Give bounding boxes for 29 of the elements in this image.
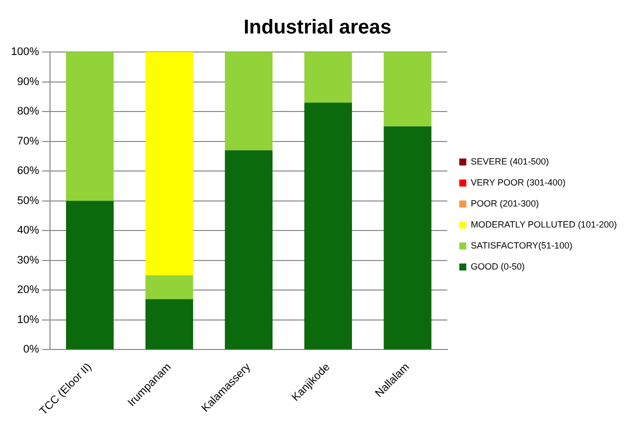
bar bbox=[384, 126, 432, 350]
bar bbox=[66, 200, 114, 350]
y-tick-label: 30% bbox=[17, 254, 40, 266]
y-tick-label: 90% bbox=[17, 76, 40, 88]
chart-title: Industrial areas bbox=[244, 16, 392, 39]
y-tick-label: 0% bbox=[23, 344, 40, 356]
y-tick-label: 10% bbox=[17, 314, 40, 326]
bar bbox=[145, 52, 194, 276]
legend-label: GOOD (0-50) bbox=[470, 261, 525, 272]
bar bbox=[66, 52, 114, 201]
y-tick-label: 70% bbox=[17, 135, 40, 148]
bar bbox=[145, 299, 194, 350]
bar bbox=[304, 52, 352, 103]
y-tick-label: 100% bbox=[10, 46, 40, 58]
legend-label: SATISFACTORY(51-100) bbox=[470, 240, 572, 250]
y-tick-label: 20% bbox=[17, 284, 40, 296]
legend-label: MODERATLY POLLUTED (101-200) bbox=[470, 219, 617, 230]
bar bbox=[224, 150, 273, 350]
bar bbox=[384, 52, 432, 126]
y-tick-label: 40% bbox=[17, 224, 40, 237]
legend-label: SEVERE (401-500) bbox=[470, 156, 549, 166]
legend-label: POOR (201-300) bbox=[470, 198, 539, 208]
legend-label: VERY POOR (301-400) bbox=[470, 177, 566, 188]
bar bbox=[145, 275, 194, 300]
y-tick-label: 80% bbox=[17, 106, 40, 118]
bar bbox=[224, 52, 273, 150]
y-tick-label: 50% bbox=[17, 194, 40, 207]
bar bbox=[304, 102, 352, 350]
y-tick-label: 60% bbox=[17, 165, 40, 178]
